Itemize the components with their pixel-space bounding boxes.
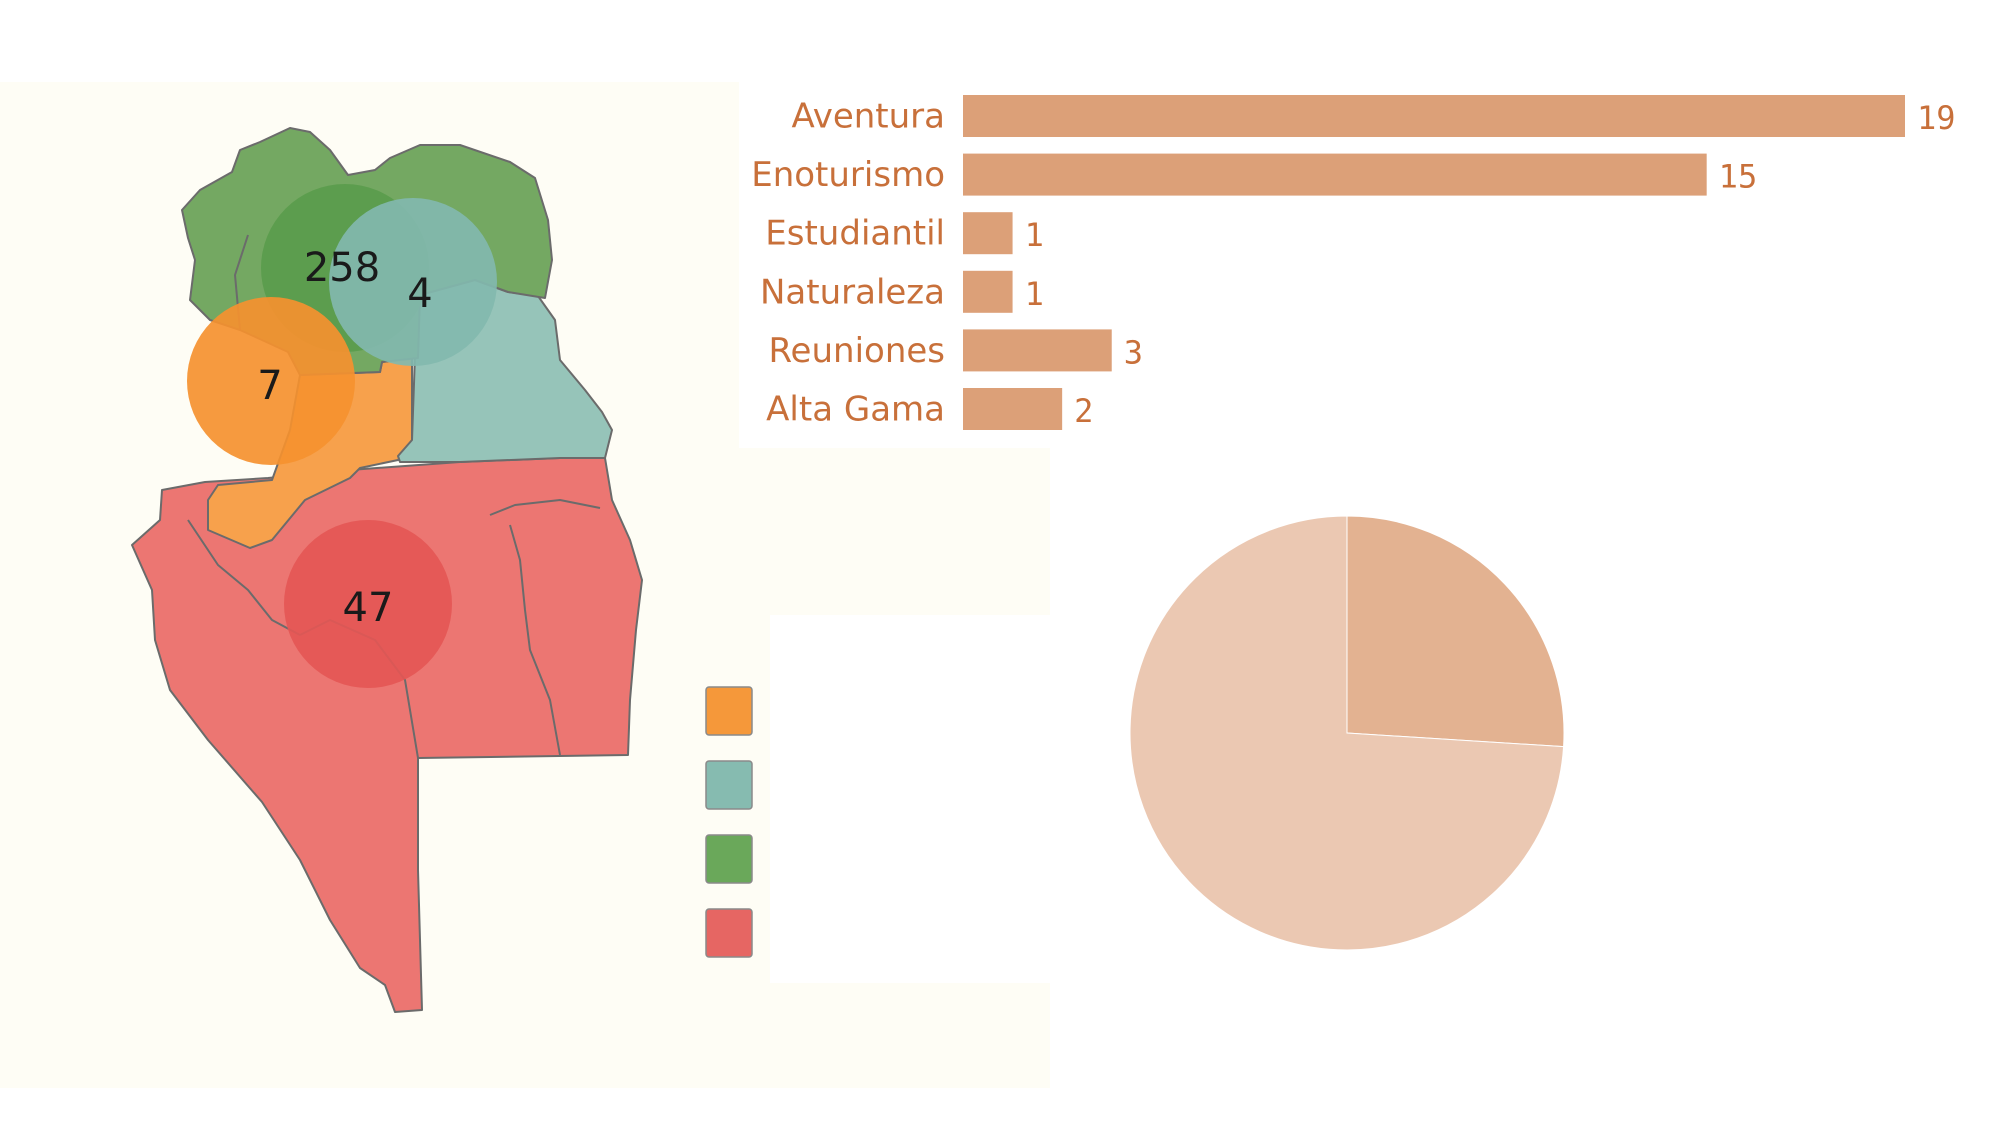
bar-value-label: 1 [1025,216,1044,254]
bar-value-label: 19 [1917,99,1956,137]
map-bubble-4[interactable] [329,198,497,366]
map-bubble-47[interactable] [284,520,452,688]
map-bubble-label: 7 [257,363,282,409]
bar-category-label: Reuniones [768,331,945,371]
pie-slice-1[interactable] [1346,515,1565,748]
bar-naturaleza[interactable] [963,270,1013,313]
bar-category-label: Aventura [791,97,945,137]
bar-alta-gama[interactable] [963,388,1063,430]
bar-reuniones[interactable] [963,329,1112,372]
bar-value-label: 1 [1025,275,1044,313]
map-bubble-label: 47 [343,585,394,631]
legend-swatch[interactable] [705,760,753,810]
legend-panel [770,615,1050,983]
bar-estudiantil[interactable] [963,212,1013,255]
map-bubble-7[interactable] [187,297,355,465]
map-bubble-label: 4 [407,271,432,317]
bar-category-label: Naturaleza [760,272,945,312]
bar-value-label: 15 [1719,158,1758,196]
bar-chart-panel [739,82,2000,448]
bar-category-label: Estudiantil [765,214,945,254]
bar-aventura[interactable] [963,95,1905,137]
map-bubble-label: 258 [304,245,380,291]
bar-value-label: 2 [1074,392,1093,430]
legend-swatch[interactable] [705,834,753,884]
legend-swatch[interactable] [705,686,753,736]
bar-category-label: Alta Gama [766,390,945,430]
bar-category-label: Enoturismo [751,155,945,195]
bar-value-label: 3 [1124,333,1143,371]
legend-swatch[interactable] [705,908,753,958]
pie-slice-2[interactable] [1129,515,1565,951]
bar-enoturismo[interactable] [963,153,1707,196]
